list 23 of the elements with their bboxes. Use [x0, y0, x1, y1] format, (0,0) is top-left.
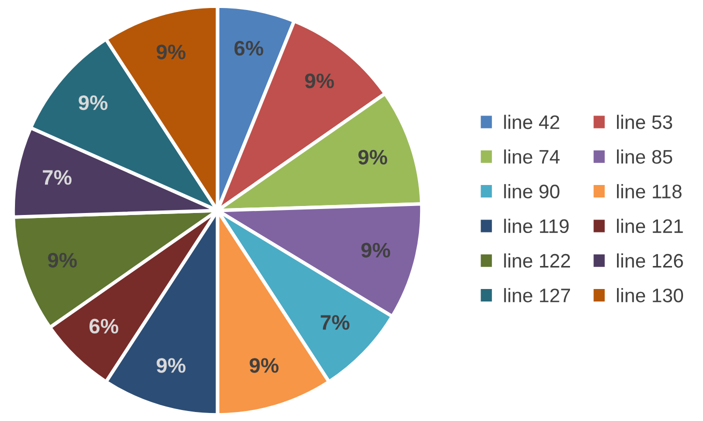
data-label: 9% [78, 95, 108, 110]
data-label: 9% [361, 242, 390, 258]
data-label: 9% [250, 358, 279, 373]
data-label: 7% [320, 315, 350, 330]
legend-label: line 130 [617, 288, 684, 302]
legend-label: line 122 [504, 253, 570, 268]
legend-label: line 121 [617, 218, 683, 234]
data-label: 9% [156, 358, 186, 373]
legend-label: line 126 [617, 253, 683, 268]
legend-label: line 90 [504, 184, 560, 198]
legend-label: line 119 [504, 218, 569, 234]
data-label: 7% [42, 170, 72, 185]
data-label: 9% [358, 150, 388, 165]
data-label: 6% [234, 40, 264, 56]
legend-label: line 127 [504, 288, 570, 302]
data-label: 6% [89, 318, 118, 334]
legend-label: line 42 [504, 114, 560, 130]
legend-label: line 74 [504, 149, 560, 164]
legend-label: line 85 [617, 149, 672, 164]
legend-label: line 118 [617, 184, 682, 198]
data-label: 9% [305, 74, 334, 88]
data-label: 9% [156, 44, 186, 60]
legend-label: line 53 [617, 114, 672, 130]
